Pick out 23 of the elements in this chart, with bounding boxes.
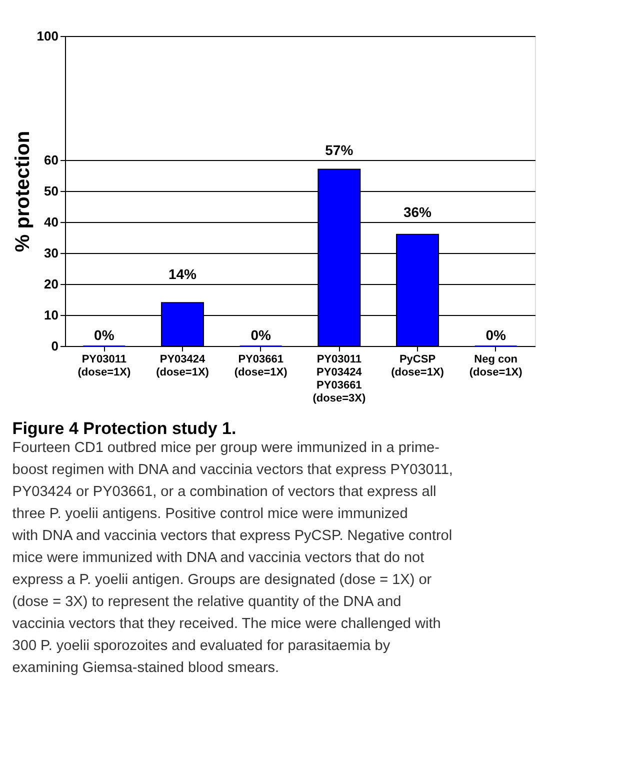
y-axis-title: % protection <box>12 130 34 252</box>
data-label: 0% <box>94 327 115 343</box>
text: Figure 4 Protection study 1. <box>12 419 236 438</box>
x-tick-label: PY03011 PY03424 PY03661 (dose=3X) <box>312 354 366 404</box>
x-tick-label: PyCSP (dose=1X) <box>391 354 444 378</box>
text: Fourteen CD1 outbred mice per group were immunized in a prime-boost regimen with DNA and vaccinia vectors that express PY03011, PY03424 or PY03661, or a combination of vectors that express all three P. yoelii antigens. Positive control mice were immunized with DNA and vaccinia vectors that express PyCSP. Negative control mice were immunized with DNA and vaccinia vectors that do not express a P. yoelii antigen. Groups are designated (dose = 1X) or (dose = 3X) to represent the relative quantity of the DNA and vaccinia vectors that they received. The mice were challenged with 300 P. yoelii sporozoites and evaluated for parasitaemia by examining Giemsa-stained blood smears. <box>12 440 453 676</box>
data-label: 57% <box>325 142 354 158</box>
y-tick-label: 100 <box>36 28 58 44</box>
x-tick-label: PY03011 (dose=1X) <box>78 354 131 378</box>
y-tick-label: 60 <box>44 152 58 168</box>
y-tick-label: 0 <box>51 338 58 354</box>
y-tick-label: 50 <box>44 184 58 198</box>
y-tick-label: 30 <box>44 246 58 260</box>
data-label: 36% <box>403 204 432 220</box>
data-label: 14% <box>168 266 198 282</box>
data-label: 0% <box>486 327 506 343</box>
y-tick-label: 20 <box>44 276 58 292</box>
y-tick-label: 10 <box>44 308 58 322</box>
x-tick-label: Neg con (dose=1X) <box>469 354 523 378</box>
x-tick-label: PY03424 (dose=1X) <box>156 354 210 378</box>
data-label: 0% <box>250 327 272 343</box>
y-tick-label: 40 <box>44 214 58 230</box>
x-tick-label: PY03661 (dose=1X) <box>234 354 288 378</box>
